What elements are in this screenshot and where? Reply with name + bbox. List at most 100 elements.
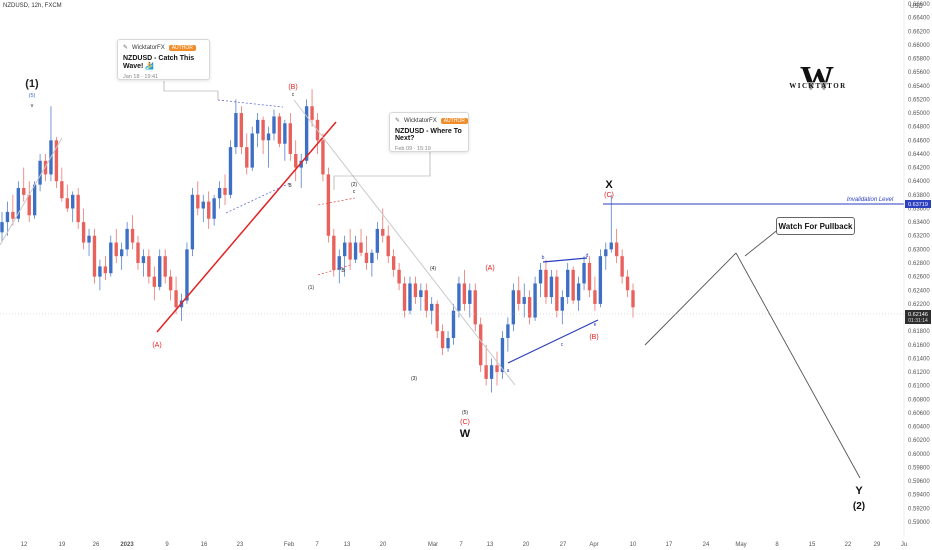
projection-up — [644, 252, 737, 346]
price-tick-label: 0.62200 — [908, 302, 930, 308]
time-tick-label: 16 — [201, 542, 208, 548]
candle-body — [582, 263, 586, 284]
label-invalidation: Invalidation Level — [847, 197, 894, 203]
candle-body — [571, 269, 575, 301]
pullback-pointer — [744, 227, 781, 257]
candle-body — [517, 290, 521, 304]
candle-body — [511, 290, 516, 325]
price-tick-label: 0.62800 — [908, 261, 930, 267]
time-tick-label: Apr — [589, 542, 598, 548]
candle-body — [364, 252, 369, 263]
time-tick-label: 24 — [703, 542, 710, 548]
candle-body — [255, 119, 260, 134]
candle-body — [544, 269, 548, 298]
candle-body — [125, 228, 129, 250]
candle-body — [604, 249, 608, 257]
countdown: 01:31:14 — [908, 318, 928, 324]
price-tick-label: 0.61200 — [908, 370, 930, 376]
time-ticks: 12 19 26 2023 9 16 23 Feb 7 13 20 Mar 7 13 20 27 Apr 10 17… — [21, 542, 908, 548]
time-tick-label: 9 — [165, 542, 169, 548]
invalidation-price-tag: 0.63719 — [905, 200, 931, 208]
price-tick-label: 0.60000 — [908, 452, 930, 458]
time-tick-label: 10 — [630, 542, 637, 548]
candle-body — [446, 337, 450, 349]
candle-body — [81, 222, 86, 243]
price-tick-label: 0.62400 — [908, 288, 930, 294]
time-tick-label: 2023 — [120, 542, 134, 548]
candle-body — [555, 276, 559, 311]
current-price-tag: 0.62146 01:31:14 — [905, 310, 931, 324]
brand-mark: W — [800, 60, 834, 97]
price-tick-label: 0.64600 — [908, 138, 930, 144]
candle-body — [288, 123, 292, 154]
candle-body — [185, 249, 189, 301]
candle-body — [250, 133, 254, 168]
drawings — [0, 81, 904, 479]
time-tick-label: 12 — [21, 542, 28, 548]
label-sub-5: (5) — [462, 410, 468, 416]
candle-body — [0, 222, 4, 233]
axis-currency: USD — [910, 4, 923, 10]
label-sub-1: (1) — [308, 285, 314, 291]
price-tick-label: 0.66600 — [908, 2, 930, 8]
price-tick-label: 0.63200 — [908, 234, 930, 240]
candle-body — [391, 256, 396, 270]
candle-body — [625, 276, 630, 291]
wicktator-logo: W WICKTATOR — [788, 62, 848, 108]
candle-body — [419, 290, 423, 298]
price-tick-label: 0.59200 — [908, 506, 930, 512]
label-wave-1: (1) — [25, 78, 39, 90]
note-connector-2 — [333, 152, 431, 190]
price-tick-label: 0.60600 — [908, 411, 930, 417]
label-B-small: B — [288, 183, 292, 189]
price-tick-label: 0.60800 — [908, 397, 930, 403]
author-badge: AUTHOR — [168, 44, 196, 51]
time-tick-label: Mar — [428, 542, 438, 548]
candle-body — [168, 276, 173, 291]
candle-body — [587, 263, 592, 291]
idea-note-2[interactable]: ✎ WicktatorFX AUTHOR NZDUSD - Where To Nex… — [389, 112, 469, 152]
label-sub-B: B — [341, 268, 345, 274]
time-tick-label: Feb — [284, 542, 295, 548]
small-dashed-1 — [317, 197, 356, 206]
candle-body — [462, 283, 467, 304]
candle-body — [424, 290, 428, 311]
candle-body — [566, 269, 570, 298]
price-tick-label: 0.65200 — [908, 97, 930, 103]
candle-body — [103, 266, 108, 274]
idea-note-1[interactable]: ✎ WicktatorFX AUTHOR NZDUSD - Catch This W… — [117, 39, 210, 80]
price-tick-label: 0.66400 — [908, 16, 930, 22]
candle-body — [65, 198, 69, 209]
label-W: W — [460, 428, 471, 440]
candle-body — [386, 235, 390, 257]
candle-body — [98, 266, 102, 277]
price-tick-label: 0.65800 — [908, 57, 930, 63]
label-wave-B-big: (B) — [288, 84, 297, 91]
candle-body — [326, 174, 331, 236]
candle-body — [190, 194, 195, 250]
candle-body — [560, 297, 564, 311]
candle-body — [353, 242, 358, 260]
label-tri-e: e — [594, 322, 597, 328]
time-tick-label: 8 — [775, 542, 779, 548]
author-icon: ✎ — [395, 118, 401, 124]
price-tick-label: 0.59600 — [908, 479, 930, 485]
candle-body — [277, 116, 282, 144]
label-wave-A-big: (A) — [152, 342, 161, 349]
price-tick-label: 0.59800 — [908, 465, 930, 471]
candle-body — [239, 113, 244, 148]
candle-body — [304, 106, 309, 161]
note-time: Jan 18 · 19:41 — [123, 74, 159, 80]
watch-for-pullback-callout[interactable]: Watch For Pullback — [776, 217, 855, 235]
label-C-red-2: (C) — [604, 192, 614, 199]
label-tri-a: a — [507, 368, 510, 374]
price-tick-label: 0.65000 — [908, 111, 930, 117]
time-tick-label: May — [735, 542, 746, 548]
candle-body — [598, 256, 603, 304]
candle-body — [196, 194, 200, 209]
candle-body — [71, 194, 75, 209]
candle-body — [283, 123, 287, 144]
price-tick-label: 0.60200 — [908, 438, 930, 444]
decline-channel — [293, 99, 516, 386]
